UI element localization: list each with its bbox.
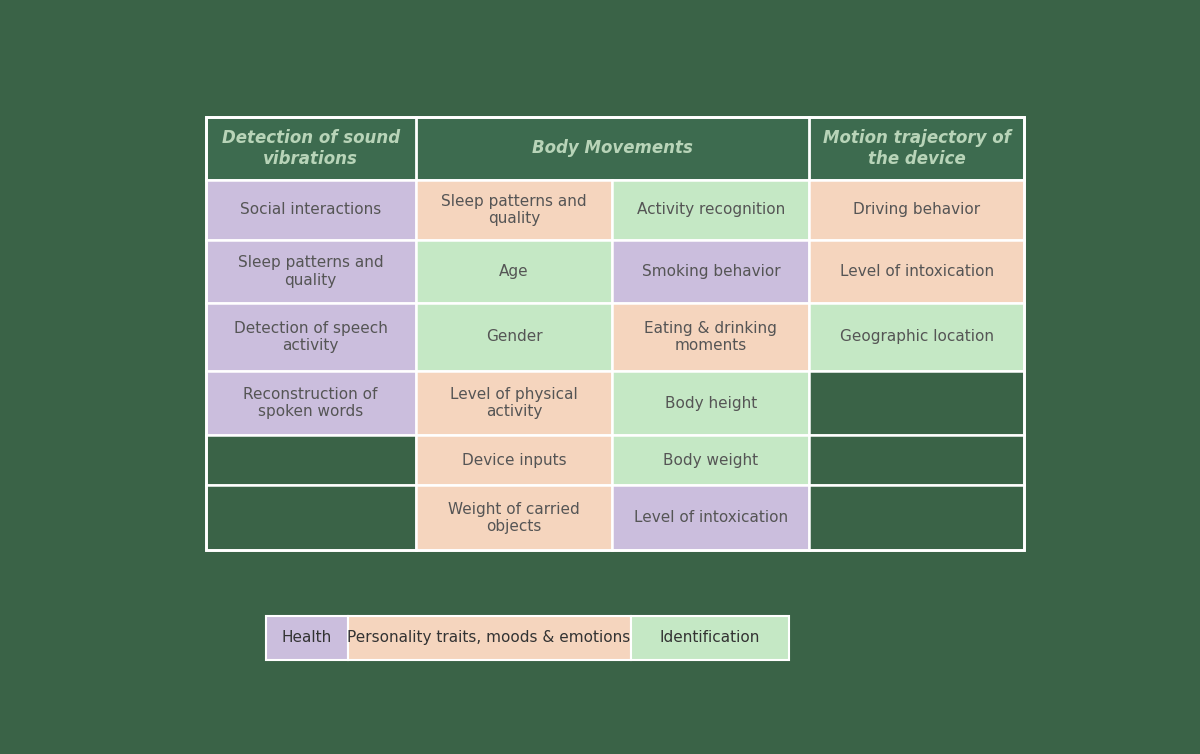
- FancyBboxPatch shape: [415, 486, 612, 550]
- Text: Health: Health: [282, 630, 332, 645]
- Text: Body weight: Body weight: [664, 453, 758, 468]
- FancyBboxPatch shape: [612, 371, 809, 436]
- FancyBboxPatch shape: [809, 436, 1024, 486]
- FancyBboxPatch shape: [415, 240, 612, 303]
- Text: Sleep patterns and
quality: Sleep patterns and quality: [442, 194, 587, 226]
- Text: Age: Age: [499, 264, 529, 279]
- Text: Activity recognition: Activity recognition: [637, 202, 785, 217]
- FancyBboxPatch shape: [415, 303, 612, 371]
- Text: Identification: Identification: [660, 630, 760, 645]
- FancyBboxPatch shape: [809, 486, 1024, 550]
- FancyBboxPatch shape: [630, 615, 790, 661]
- Text: Device inputs: Device inputs: [462, 453, 566, 468]
- FancyBboxPatch shape: [206, 117, 1024, 179]
- FancyBboxPatch shape: [809, 179, 1024, 240]
- FancyBboxPatch shape: [415, 179, 612, 240]
- FancyBboxPatch shape: [206, 240, 415, 303]
- FancyBboxPatch shape: [809, 303, 1024, 371]
- FancyBboxPatch shape: [809, 240, 1024, 303]
- Text: Personality traits, moods & emotions: Personality traits, moods & emotions: [348, 630, 631, 645]
- Text: Motion trajectory of
the device: Motion trajectory of the device: [823, 129, 1010, 167]
- FancyBboxPatch shape: [612, 436, 809, 486]
- FancyBboxPatch shape: [415, 371, 612, 436]
- Text: Smoking behavior: Smoking behavior: [642, 264, 780, 279]
- FancyBboxPatch shape: [266, 615, 348, 661]
- Text: Reconstruction of
spoken words: Reconstruction of spoken words: [244, 387, 378, 419]
- Text: Driving behavior: Driving behavior: [853, 202, 980, 217]
- FancyBboxPatch shape: [206, 436, 415, 486]
- Text: Level of intoxication: Level of intoxication: [840, 264, 994, 279]
- Text: Detection of speech
activity: Detection of speech activity: [234, 320, 388, 353]
- Text: Level of intoxication: Level of intoxication: [634, 510, 788, 526]
- FancyBboxPatch shape: [612, 179, 809, 240]
- FancyBboxPatch shape: [809, 371, 1024, 436]
- Text: Level of physical
activity: Level of physical activity: [450, 387, 578, 419]
- Text: Detection of sound
vibrations: Detection of sound vibrations: [222, 129, 400, 167]
- FancyBboxPatch shape: [612, 303, 809, 371]
- FancyBboxPatch shape: [348, 615, 630, 661]
- FancyBboxPatch shape: [206, 486, 415, 550]
- Text: Gender: Gender: [486, 329, 542, 345]
- Text: Social interactions: Social interactions: [240, 202, 382, 217]
- Text: Geographic location: Geographic location: [840, 329, 994, 345]
- FancyBboxPatch shape: [612, 486, 809, 550]
- FancyBboxPatch shape: [415, 436, 612, 486]
- FancyBboxPatch shape: [206, 371, 415, 436]
- Text: Sleep patterns and
quality: Sleep patterns and quality: [238, 256, 384, 287]
- FancyBboxPatch shape: [612, 240, 809, 303]
- FancyBboxPatch shape: [206, 179, 415, 240]
- FancyBboxPatch shape: [206, 303, 415, 371]
- Text: Eating & drinking
moments: Eating & drinking moments: [644, 320, 778, 353]
- Text: Body Movements: Body Movements: [532, 139, 692, 158]
- Text: Weight of carried
objects: Weight of carried objects: [448, 501, 580, 534]
- Text: Body height: Body height: [665, 396, 757, 411]
